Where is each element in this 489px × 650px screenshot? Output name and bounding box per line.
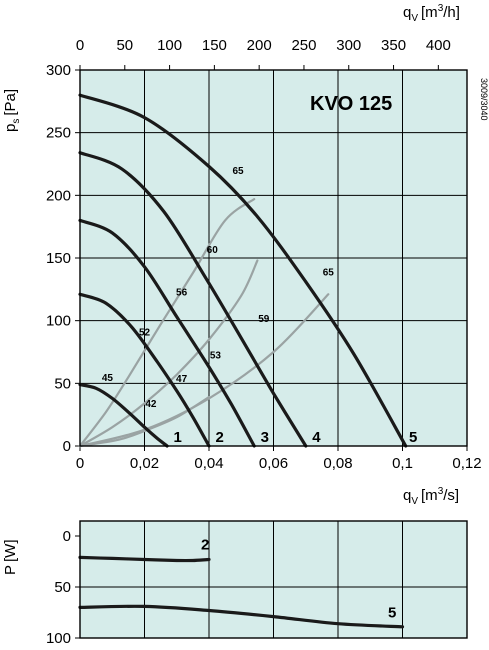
efficiency-label: 45 <box>102 373 114 384</box>
power-plot-frame <box>79 520 468 639</box>
x-tick-label: 0,06 <box>259 455 288 472</box>
main-plot-frame <box>79 69 468 447</box>
curve-label: 2 <box>215 429 223 446</box>
curve-label: 5 <box>409 429 417 446</box>
power-y-tick-label: 50 <box>54 579 71 596</box>
efficiency-label: 56 <box>176 288 188 299</box>
efficiency-label: 47 <box>176 374 188 385</box>
power-y-tick-label: 0 <box>63 528 71 545</box>
efficiency-label: 53 <box>210 350 222 361</box>
efficiency-label: 65 <box>232 166 244 177</box>
top-x-tick-label: 150 <box>202 37 227 54</box>
curve-label: 4 <box>312 429 321 446</box>
top-x-tick-labels: 0 50 100 150 200 250 300 350 400 <box>76 37 451 54</box>
top-x-tick-label: 200 <box>247 37 272 54</box>
y-tick-label: 0 <box>63 438 71 455</box>
chart-title: KVO 125 <box>310 93 392 115</box>
power-y-tick-label: 100 <box>46 630 71 647</box>
efficiency-label: 65 <box>323 268 335 279</box>
y-tick-label: 200 <box>46 187 71 204</box>
y-tick-label: 50 <box>54 375 71 392</box>
curve-label: 1 <box>174 429 182 446</box>
top-x-tick-label: 300 <box>336 37 361 54</box>
x-tick-label: 0,08 <box>323 455 352 472</box>
x-axis-label: qV [m3/s] <box>403 486 459 507</box>
power-y-axis-label: P[W] <box>2 539 19 575</box>
y-axis-label: ps[Pa] <box>2 89 22 132</box>
top-x-tick-label: 250 <box>291 37 316 54</box>
x-tick-labels: 0 0,02 0,04 0,06 0,08 0,1 0,12 <box>76 455 482 472</box>
fan-curve-2 <box>78 292 211 448</box>
efficiency-label: 42 <box>145 399 157 410</box>
efficiency-line <box>78 259 259 448</box>
power-y-tick-labels: 0 50 100 <box>46 528 71 647</box>
top-x-tick-label: 50 <box>116 37 133 54</box>
x-tick-label: 0,12 <box>452 455 481 472</box>
x-tick-label: 0,04 <box>194 455 223 472</box>
power-curve-2 <box>78 555 211 563</box>
top-x-tick-label: 400 <box>426 37 451 54</box>
y-tick-label: 300 <box>46 62 71 79</box>
efficiency-label: 52 <box>139 328 151 339</box>
curve-labels: 1 2 3 4 5 <box>174 429 418 446</box>
power-curve-label: 2 <box>201 536 209 553</box>
fan-curve-1 <box>78 383 169 448</box>
fan-curve-5 <box>78 93 408 448</box>
power-curve-label: 5 <box>388 605 396 622</box>
fan-curve-3 <box>78 218 256 448</box>
fan-curves <box>78 93 408 448</box>
efficiency-line <box>78 198 256 448</box>
x-tick-label: 0,1 <box>392 455 413 472</box>
efficiency-lines <box>78 198 330 448</box>
x-tick-label: 0 <box>76 455 84 472</box>
top-x-tick-label: 350 <box>381 37 406 54</box>
power-curve-5 <box>78 604 405 629</box>
top-x-tick-label: 0 <box>76 37 84 54</box>
main-grid <box>75 65 468 451</box>
y-tick-labels: 0 50 100 150 200 250 300 <box>46 62 71 455</box>
top-x-axis-label: qV [m3/h] <box>403 3 460 24</box>
y-tick-label: 250 <box>46 125 71 142</box>
y-tick-label: 100 <box>46 313 71 330</box>
efficiency-labels: 45 42 47 52 53 56 59 60 65 65 <box>102 166 334 410</box>
x-tick-label: 0,02 <box>130 455 159 472</box>
efficiency-label: 60 <box>207 245 219 256</box>
curve-label: 3 <box>261 429 269 446</box>
efficiency-label: 59 <box>258 314 270 325</box>
efficiency-line <box>78 293 330 448</box>
drawing-code: 3009/3040 <box>479 78 489 121</box>
y-tick-label: 150 <box>46 250 71 267</box>
power-curve-labels: 25 <box>201 536 396 621</box>
power-grid <box>75 521 467 639</box>
top-x-tick-label: 100 <box>157 37 182 54</box>
fan-curve-4 <box>78 151 308 448</box>
power-curves <box>78 555 405 629</box>
